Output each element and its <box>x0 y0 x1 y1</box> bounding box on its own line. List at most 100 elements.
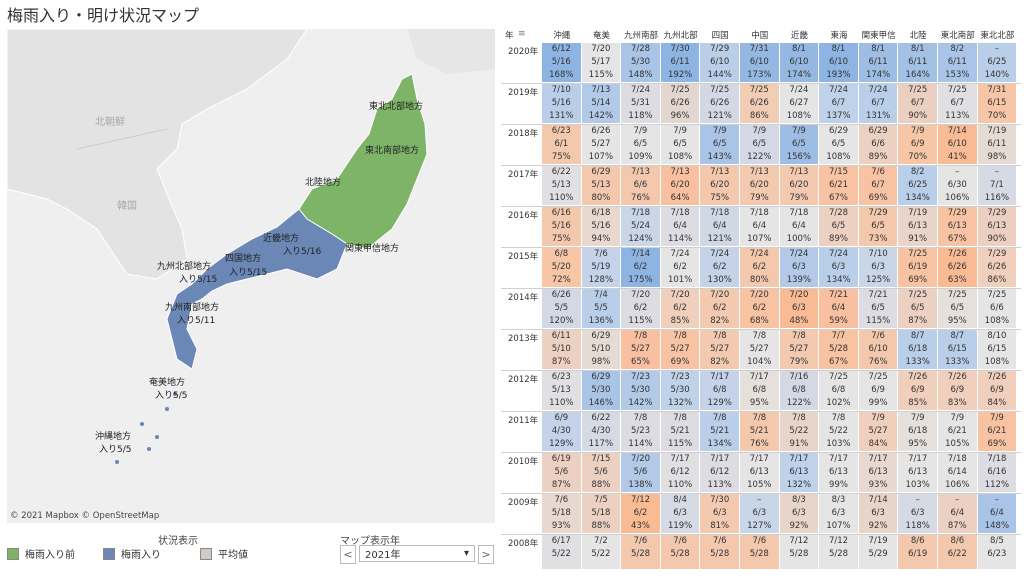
table-cell[interactable]: 7/19 5/29 <box>858 535 899 569</box>
table-cell[interactable]: 7/13 6/20 64% <box>660 166 701 206</box>
region-column-header[interactable]: 近畿 <box>790 31 808 41</box>
table-cell[interactable]: 8/6 6/22 <box>938 535 978 569</box>
table-cell[interactable]: 7/24 6/7 137% <box>819 84 859 124</box>
table-cell[interactable]: 8/1 6/11 164% <box>898 43 938 83</box>
table-cell[interactable]: 7/25 6/6 108% <box>977 289 1018 329</box>
region-column-header[interactable]: 関東甲信 <box>861 31 896 41</box>
next-year-button[interactable]: > <box>478 545 494 564</box>
table-cell[interactable]: 8/3 6/3 107% <box>819 494 859 534</box>
table-cell[interactable]: 8/10 6/15 108% <box>977 330 1018 370</box>
table-cell[interactable]: 7/30 6/11 192% <box>660 43 701 83</box>
table-cell[interactable]: 6/29 6/6 89% <box>858 125 899 165</box>
table-cell[interactable]: 7/13 6/20 75% <box>700 166 740 206</box>
table-cell[interactable]: – 6/30 106% <box>938 166 978 206</box>
legend-item-entered[interactable]: 梅雨入り <box>103 546 161 561</box>
table-cell[interactable]: 7/24 6/3 134% <box>819 248 859 288</box>
region-column-header[interactable]: 中国 <box>751 31 769 41</box>
table-cell[interactable]: 7/25 6/26 96% <box>660 84 701 124</box>
table-cell[interactable]: 8/3 6/3 92% <box>779 494 820 534</box>
table-cell[interactable]: 7/17 6/13 103% <box>898 453 938 493</box>
table-cell[interactable]: 7/21 6/4 59% <box>819 289 859 329</box>
table-cell[interactable]: 7/9 6/5 109% <box>621 125 661 165</box>
table-cell[interactable]: 7/31 6/10 173% <box>740 43 780 83</box>
table-cell[interactable]: 7/25 6/5 87% <box>898 289 938 329</box>
table-cell[interactable]: 7/31 6/15 70% <box>977 84 1018 124</box>
table-cell[interactable]: 7/6 6/10 76% <box>858 330 899 370</box>
table-cell[interactable]: 7/15 6/21 67% <box>819 166 859 206</box>
table-cell[interactable]: 6/23 6/1 75% <box>542 125 582 165</box>
table-cell[interactable]: 6/23 5/13 110% <box>542 371 582 411</box>
table-cell[interactable]: 7/8 5/27 82% <box>700 330 740 370</box>
table-cell[interactable]: 7/8 5/21 134% <box>700 412 740 452</box>
table-cell[interactable]: 7/20 6/2 82% <box>700 289 740 329</box>
table-cell[interactable]: 7/14 6/10 41% <box>938 125 978 165</box>
table-cell[interactable]: 7/17 6/13 105% <box>740 453 780 493</box>
table-cell[interactable]: 7/19 6/13 91% <box>898 207 938 247</box>
table-cell[interactable]: 7/17 6/8 95% <box>740 371 780 411</box>
table-cell[interactable]: 6/22 4/30 117% <box>581 412 622 452</box>
table-cell[interactable]: 7/24 6/7 131% <box>858 84 899 124</box>
table-cell[interactable]: 7/25 6/26 86% <box>740 84 780 124</box>
table-cell[interactable]: 7/18 6/4 100% <box>779 207 820 247</box>
table-cell[interactable]: 8/7 6/18 133% <box>898 330 938 370</box>
table-cell[interactable]: 7/24 6/2 130% <box>700 248 740 288</box>
table-cell[interactable]: 6/12 5/16 168% <box>542 43 582 83</box>
table-cell[interactable]: 7/6 5/28 <box>660 535 701 569</box>
region-column-header[interactable]: 九州北部 <box>663 31 698 41</box>
table-cell[interactable]: 7/9 6/5 122% <box>740 125 780 165</box>
table-cell[interactable]: 7/24 6/2 101% <box>660 248 701 288</box>
table-cell[interactable]: 7/17 6/12 113% <box>700 453 740 493</box>
table-cell[interactable]: 7/25 6/5 95% <box>938 289 978 329</box>
table-cell[interactable]: 7/12 5/28 <box>819 535 859 569</box>
table-cell[interactable]: 7/6 5/28 <box>621 535 661 569</box>
table-cell[interactable]: 6/29 5/10 98% <box>581 330 622 370</box>
table-cell[interactable]: 6/17 5/22 <box>542 535 582 569</box>
table-cell[interactable]: 8/7 6/15 133% <box>938 330 978 370</box>
sort-icon[interactable]: ≡ <box>518 29 526 39</box>
table-cell[interactable]: 6/9 4/30 129% <box>542 412 582 452</box>
map-canvas[interactable]: 北朝鮮 韓国 東北北部地方 東北南部地方 北陸地方 関東甲信地方 近畿地方 入り… <box>7 29 495 523</box>
table-cell[interactable]: 6/26 5/5 120% <box>542 289 582 329</box>
region-green-shape[interactable] <box>298 73 428 250</box>
table-cell[interactable]: 7/16 6/8 122% <box>779 371 820 411</box>
rainy-season-table[interactable]: 年 ≡ 沖縄 奄美 九州南部 九州北部 四国 中国 近畿 東海 関東甲信 北陸 東北南部 東北北部 2020… <box>501 29 1022 569</box>
table-cell[interactable]: 6/18 5/16 94% <box>581 207 622 247</box>
table-cell[interactable]: 7/20 6/2 68% <box>740 289 780 329</box>
map-attribution[interactable]: © 2021 Mapbox © OpenStreetMap <box>10 511 160 521</box>
table-cell[interactable]: 7/17 6/8 129% <box>700 371 740 411</box>
table-cell[interactable]: – 6/4 148% <box>977 494 1018 534</box>
table-cell[interactable]: 7/6 5/19 128% <box>581 248 622 288</box>
table-cell[interactable]: 6/11 5/10 87% <box>542 330 582 370</box>
table-cell[interactable]: 7/10 5/16 131% <box>542 84 582 124</box>
table-cell[interactable]: 7/18 6/4 121% <box>700 207 740 247</box>
table-cell[interactable]: 7/8 5/27 69% <box>660 330 701 370</box>
table-cell[interactable]: 7/13 6/20 79% <box>740 166 780 206</box>
table-cell[interactable]: 7/25 6/7 90% <box>898 84 938 124</box>
table-cell[interactable]: 8/1 6/10 193% <box>819 43 859 83</box>
region-column-header[interactable]: 東北北部 <box>980 31 1015 41</box>
table-cell[interactable]: 7/8 5/23 114% <box>621 412 661 452</box>
table-cell[interactable]: 7/10 6/3 125% <box>858 248 899 288</box>
table-cell[interactable]: 7/12 5/28 <box>779 535 820 569</box>
region-column-header[interactable]: 北陸 <box>909 31 927 41</box>
table-cell[interactable]: 7/8 5/21 76% <box>740 412 780 452</box>
table-cell[interactable]: 6/8 5/20 72% <box>542 248 582 288</box>
table-cell[interactable]: 7/26 6/9 85% <box>898 371 938 411</box>
table-cell[interactable]: 7/9 6/18 95% <box>898 412 938 452</box>
year-dropdown[interactable]: 2021年 ▾ <box>359 545 475 562</box>
table-cell[interactable]: 7/25 6/9 99% <box>858 371 899 411</box>
table-cell[interactable]: 6/29 5/13 80% <box>581 166 622 206</box>
table-cell[interactable]: 6/29 5/30 146% <box>581 371 622 411</box>
table-cell[interactable]: 7/14 6/3 92% <box>858 494 899 534</box>
table-cell[interactable]: 7/6 5/18 93% <box>542 494 582 534</box>
table-cell[interactable]: – 6/4 87% <box>938 494 978 534</box>
table-cell[interactable]: 7/25 6/7 113% <box>938 84 978 124</box>
table-cell[interactable]: 7/18 6/16 112% <box>977 453 1018 493</box>
table-cell[interactable]: – 6/25 140% <box>977 43 1018 83</box>
table-cell[interactable]: 7/21 6/5 115% <box>858 289 899 329</box>
table-cell[interactable]: 7/23 5/30 132% <box>660 371 701 411</box>
table-cell[interactable]: 7/29 6/5 73% <box>858 207 899 247</box>
table-cell[interactable]: 7/17 6/13 93% <box>858 453 899 493</box>
table-cell[interactable]: 7/20 5/17 115% <box>581 43 622 83</box>
table-cell[interactable]: 7/20 6/2 115% <box>621 289 661 329</box>
